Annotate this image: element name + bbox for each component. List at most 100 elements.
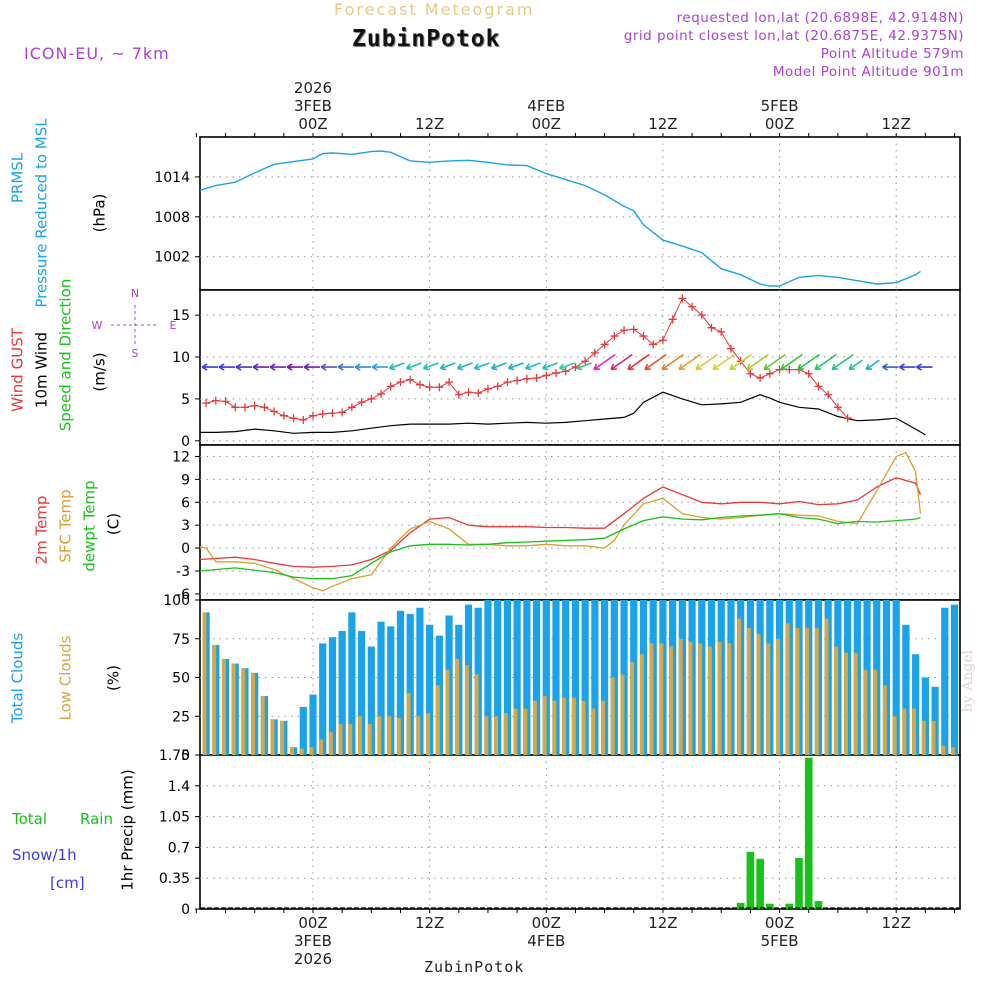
gust-marker	[765, 369, 774, 378]
precip-bar	[756, 858, 764, 909]
low-cloud-bar	[231, 663, 236, 755]
gust-marker	[231, 403, 240, 412]
gust-marker	[697, 311, 706, 320]
wind-arrow-shape	[780, 353, 803, 371]
total-cloud-bar	[396, 610, 405, 755]
wind-arrow-shape	[201, 363, 219, 371]
closest-coords: grid point closest lon,lat (20.6875E, 42…	[623, 28, 964, 44]
low-cloud-bar	[309, 747, 314, 755]
low-cloud-bar	[464, 665, 469, 755]
wind-arrow-shape	[593, 353, 616, 371]
gust-marker	[328, 409, 337, 418]
wind-arrow-shape	[575, 362, 592, 371]
gust-marker	[552, 368, 560, 377]
total-cloud-bar	[532, 600, 541, 755]
wind-arrow	[337, 363, 355, 371]
wind-arrow	[916, 363, 933, 371]
y-tick-label-wind: 5	[181, 392, 190, 408]
y-tick-label-wind: 10	[172, 350, 190, 366]
wind-arrow	[627, 353, 650, 371]
wind-arrow-shape	[371, 363, 389, 371]
gust-marker	[804, 369, 813, 378]
total-cloud-bar	[562, 600, 570, 755]
total-cloud-bar	[552, 600, 560, 755]
gust-marker	[338, 408, 347, 417]
low-cloud-bar	[756, 634, 761, 755]
wind-arrow	[610, 353, 633, 371]
gust-marker	[289, 414, 298, 423]
total-cloud-bar	[892, 600, 900, 755]
total-cloud-bar	[902, 624, 910, 755]
gust-marker	[240, 403, 249, 412]
wind-arrow	[303, 363, 321, 371]
wind-arrow-shape	[507, 362, 524, 371]
wind-arrow	[354, 363, 372, 371]
y-tick-label-pressure: 1014	[154, 170, 190, 186]
total-cloud-bar	[426, 624, 434, 755]
gust-marker	[464, 388, 473, 397]
time-label-bottom: 12Z	[882, 914, 911, 932]
temp-line-1	[199, 451, 922, 592]
wind-arrow	[371, 363, 389, 371]
low-cloud-bar	[814, 627, 819, 755]
gust-marker	[474, 389, 483, 398]
precip-bar	[804, 757, 813, 909]
low-cloud-bar	[601, 700, 605, 755]
gust-marker	[658, 336, 667, 345]
low-cloud-bar	[950, 747, 955, 755]
time-label-top: 00Z	[532, 115, 561, 133]
low-cloud-bar	[358, 716, 362, 755]
total-cloud-bar	[328, 637, 337, 755]
gust-marker	[454, 390, 463, 399]
total-cloud-bar	[513, 600, 521, 755]
wind-arrow	[899, 363, 916, 371]
gust-marker	[513, 376, 522, 385]
wind-arrow-shape	[558, 362, 575, 371]
time-label-top: 12Z	[415, 115, 444, 133]
precip-bar	[795, 857, 803, 909]
axis-label-celsius: (C)	[105, 513, 123, 535]
axis-label-sfc-temp: SFC Temp	[57, 489, 75, 562]
wind-arrow-shape	[712, 353, 735, 371]
low-cloud-bar	[503, 713, 508, 755]
low-cloud-bar	[221, 658, 226, 755]
wind-arrow-shape	[405, 362, 422, 371]
wind-arrow-shape	[388, 362, 405, 371]
gust-marker	[435, 383, 444, 392]
wind-arrow	[507, 362, 524, 371]
low-cloud-bar	[921, 720, 926, 755]
wind-arrow	[593, 353, 616, 371]
low-cloud-bar	[212, 644, 217, 755]
gust-marker	[639, 332, 648, 341]
low-cloud-bar	[766, 643, 771, 755]
axis-label-ms: (m/s)	[91, 352, 109, 391]
wind-arrow	[388, 362, 405, 371]
wind-arrow	[848, 359, 863, 371]
axis-label-hpa: (hPa)	[91, 194, 109, 233]
low-cloud-bar	[494, 716, 499, 755]
wind-arrow-shape	[218, 363, 236, 371]
location-name: ZubinPotok	[352, 26, 501, 52]
low-cloud-bar	[795, 627, 800, 755]
wind-arrow-shape	[320, 363, 338, 371]
wind-arrow	[490, 362, 507, 371]
precip-bar	[785, 903, 794, 909]
low-cloud-bar	[445, 669, 450, 755]
wind-arrow-shape	[627, 353, 650, 371]
precip-bar	[746, 851, 755, 909]
time-label-bottom: 00Z	[765, 914, 794, 932]
gust-marker	[386, 382, 395, 391]
total-cloud-bar	[416, 607, 424, 755]
total-cloud-bar	[941, 607, 949, 755]
low-cloud-bar	[319, 739, 324, 755]
wind-arrow	[558, 362, 575, 371]
low-cloud-bar	[348, 724, 353, 755]
gust-marker	[688, 302, 697, 311]
total-cloud-bar	[542, 600, 550, 755]
legend-snow: Snow/1h	[12, 846, 77, 864]
axis-label-dewpt: dewpt Temp	[81, 480, 99, 571]
gust-marker	[309, 411, 317, 420]
low-cloud-bar	[367, 724, 372, 755]
gust-marker	[493, 382, 502, 391]
gust-marker	[678, 294, 687, 303]
